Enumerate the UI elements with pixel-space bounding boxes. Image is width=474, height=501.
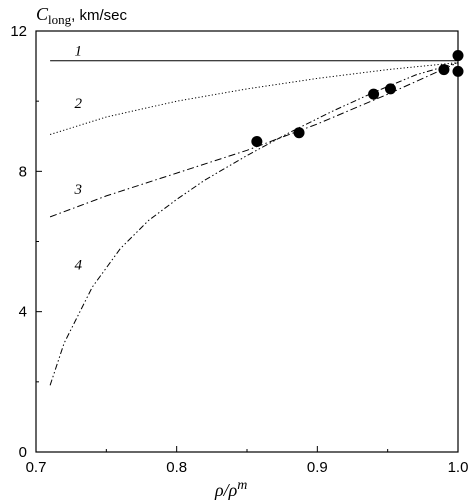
data-marker <box>384 83 396 95</box>
x-tick-label: 0.7 <box>26 459 47 476</box>
series-2-line <box>49 62 459 135</box>
x-tick-label: 1.0 <box>448 459 469 476</box>
y-tick-label: 8 <box>19 163 27 180</box>
data-marker <box>438 64 450 76</box>
curve-label-4: 4 <box>74 258 82 274</box>
x-axis-title-sup: m <box>237 478 247 493</box>
data-marker <box>368 88 380 100</box>
curve-label-3: 3 <box>73 182 82 198</box>
x-tick-label: 0.9 <box>307 459 328 476</box>
curve-label-2: 2 <box>74 96 82 112</box>
y-tick-label: 0 <box>19 444 27 461</box>
curve-label-1: 1 <box>74 44 82 60</box>
series-3-line <box>49 62 459 218</box>
y-tick-label: 4 <box>19 304 27 321</box>
data-marker <box>452 50 464 62</box>
x-axis-title: ρ/ρm <box>214 478 247 500</box>
y-axis-title: Clong, km/sec <box>36 4 127 27</box>
y-tick-label: 12 <box>10 23 27 40</box>
y-axis-title-sub: long <box>48 12 72 27</box>
data-marker <box>452 65 464 77</box>
data-marker <box>251 136 263 148</box>
data-marker <box>293 127 305 139</box>
y-axis-title-unit: , km/sec <box>71 7 127 24</box>
x-axis-title-main: ρ/ρ <box>214 480 238 500</box>
x-tick-label: 0.8 <box>166 459 187 476</box>
y-axis-title-main: C <box>36 4 49 24</box>
plot-frame <box>35 30 459 453</box>
series-4-line <box>49 62 459 386</box>
